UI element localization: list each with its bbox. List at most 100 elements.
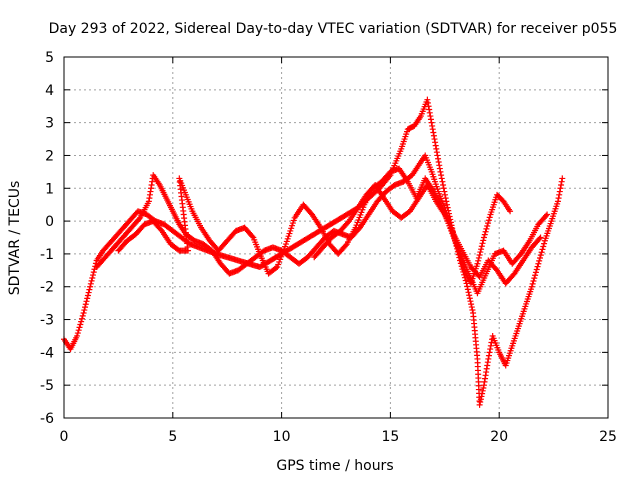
data-point	[539, 246, 546, 253]
data-point	[532, 272, 539, 279]
data-point	[536, 235, 543, 242]
y-tick-label: -4	[40, 345, 54, 361]
data-point	[440, 185, 447, 192]
data-point	[82, 301, 89, 308]
x-tick-label: 5	[168, 429, 177, 445]
data-point	[538, 249, 545, 256]
data-point	[273, 264, 280, 271]
x-axis-label: GPS time / hours	[276, 458, 393, 474]
data-point	[468, 304, 475, 311]
data-point	[74, 332, 81, 339]
data-point	[289, 222, 296, 229]
data-point	[536, 257, 543, 264]
data-point	[533, 266, 540, 273]
data-point	[484, 223, 491, 230]
data-point	[535, 260, 542, 267]
data-point	[537, 234, 544, 241]
data-point	[556, 188, 563, 195]
y-tick-label: -6	[40, 411, 54, 427]
grid	[64, 57, 608, 418]
data-point	[288, 225, 295, 232]
data-point	[81, 307, 88, 314]
data-point	[534, 263, 541, 270]
data-point	[479, 387, 486, 394]
data-point	[555, 195, 562, 202]
data-point	[556, 191, 563, 198]
data-point	[479, 390, 486, 397]
data-point	[507, 208, 514, 215]
y-tick-label: 2	[45, 148, 54, 164]
x-tick-label: 20	[490, 429, 508, 445]
data-point	[78, 318, 85, 325]
data-point	[528, 283, 535, 290]
data-point	[478, 393, 485, 400]
data-point	[467, 298, 474, 305]
data-point	[89, 274, 96, 281]
data-point	[558, 178, 565, 185]
data-point	[476, 401, 483, 408]
data-point	[438, 172, 445, 179]
data-point	[540, 243, 547, 250]
data-point	[529, 280, 536, 287]
x-tick-label: 10	[273, 429, 291, 445]
data-point	[77, 321, 84, 328]
data-point	[486, 214, 493, 221]
data-point	[87, 283, 94, 290]
y-tick-label: 3	[45, 116, 54, 132]
y-axis-label: SDTVAR / TECUs	[7, 181, 23, 296]
data-point	[75, 327, 82, 334]
y-tick-label: 5	[45, 50, 54, 66]
y-tick-label: 0	[45, 214, 54, 230]
data-point	[481, 231, 488, 238]
data-point	[483, 225, 490, 232]
y-tick-label: -3	[40, 313, 54, 329]
data-point	[468, 301, 475, 308]
data-point	[469, 307, 476, 314]
data-point	[487, 342, 494, 349]
data-point	[87, 280, 94, 287]
data-point	[475, 254, 482, 261]
data-point	[284, 235, 291, 242]
data-point	[531, 275, 538, 282]
data-point	[558, 181, 565, 188]
data-point	[544, 211, 551, 218]
data-point	[88, 277, 95, 284]
data-point	[477, 396, 484, 403]
data-point	[485, 220, 492, 227]
data-point	[90, 269, 97, 276]
plot-frame	[63, 56, 609, 419]
data-point	[485, 217, 492, 224]
data-point	[465, 289, 472, 296]
data-point	[480, 237, 487, 244]
data-point	[482, 228, 489, 235]
data-point	[477, 399, 484, 406]
y-tick-label: 4	[45, 83, 54, 99]
data-point	[249, 233, 256, 240]
data-point	[440, 181, 447, 188]
x-tick-label: 0	[60, 429, 69, 445]
data-point	[479, 240, 486, 247]
data-point	[530, 277, 537, 284]
data-point	[478, 246, 485, 253]
data-point	[438, 175, 445, 182]
data-point	[486, 349, 493, 356]
data-point	[342, 242, 349, 249]
y-tick-label: -2	[40, 280, 54, 296]
data-point	[476, 252, 483, 259]
data-point	[441, 188, 448, 195]
data-point	[466, 292, 473, 299]
x-tick-label: 15	[381, 429, 399, 445]
data-point	[485, 355, 492, 362]
chart-title: Day 293 of 2022, Sidereal Day-to-day VTE…	[49, 21, 618, 37]
data-point	[285, 233, 292, 240]
data-point	[442, 191, 449, 198]
data-point	[76, 324, 83, 331]
data-point	[290, 217, 297, 224]
data-point	[79, 312, 86, 319]
y-tick-label: -1	[40, 247, 54, 263]
data-point	[84, 295, 91, 302]
data-point	[474, 260, 481, 267]
data-point	[283, 238, 290, 245]
data-point	[541, 240, 548, 247]
